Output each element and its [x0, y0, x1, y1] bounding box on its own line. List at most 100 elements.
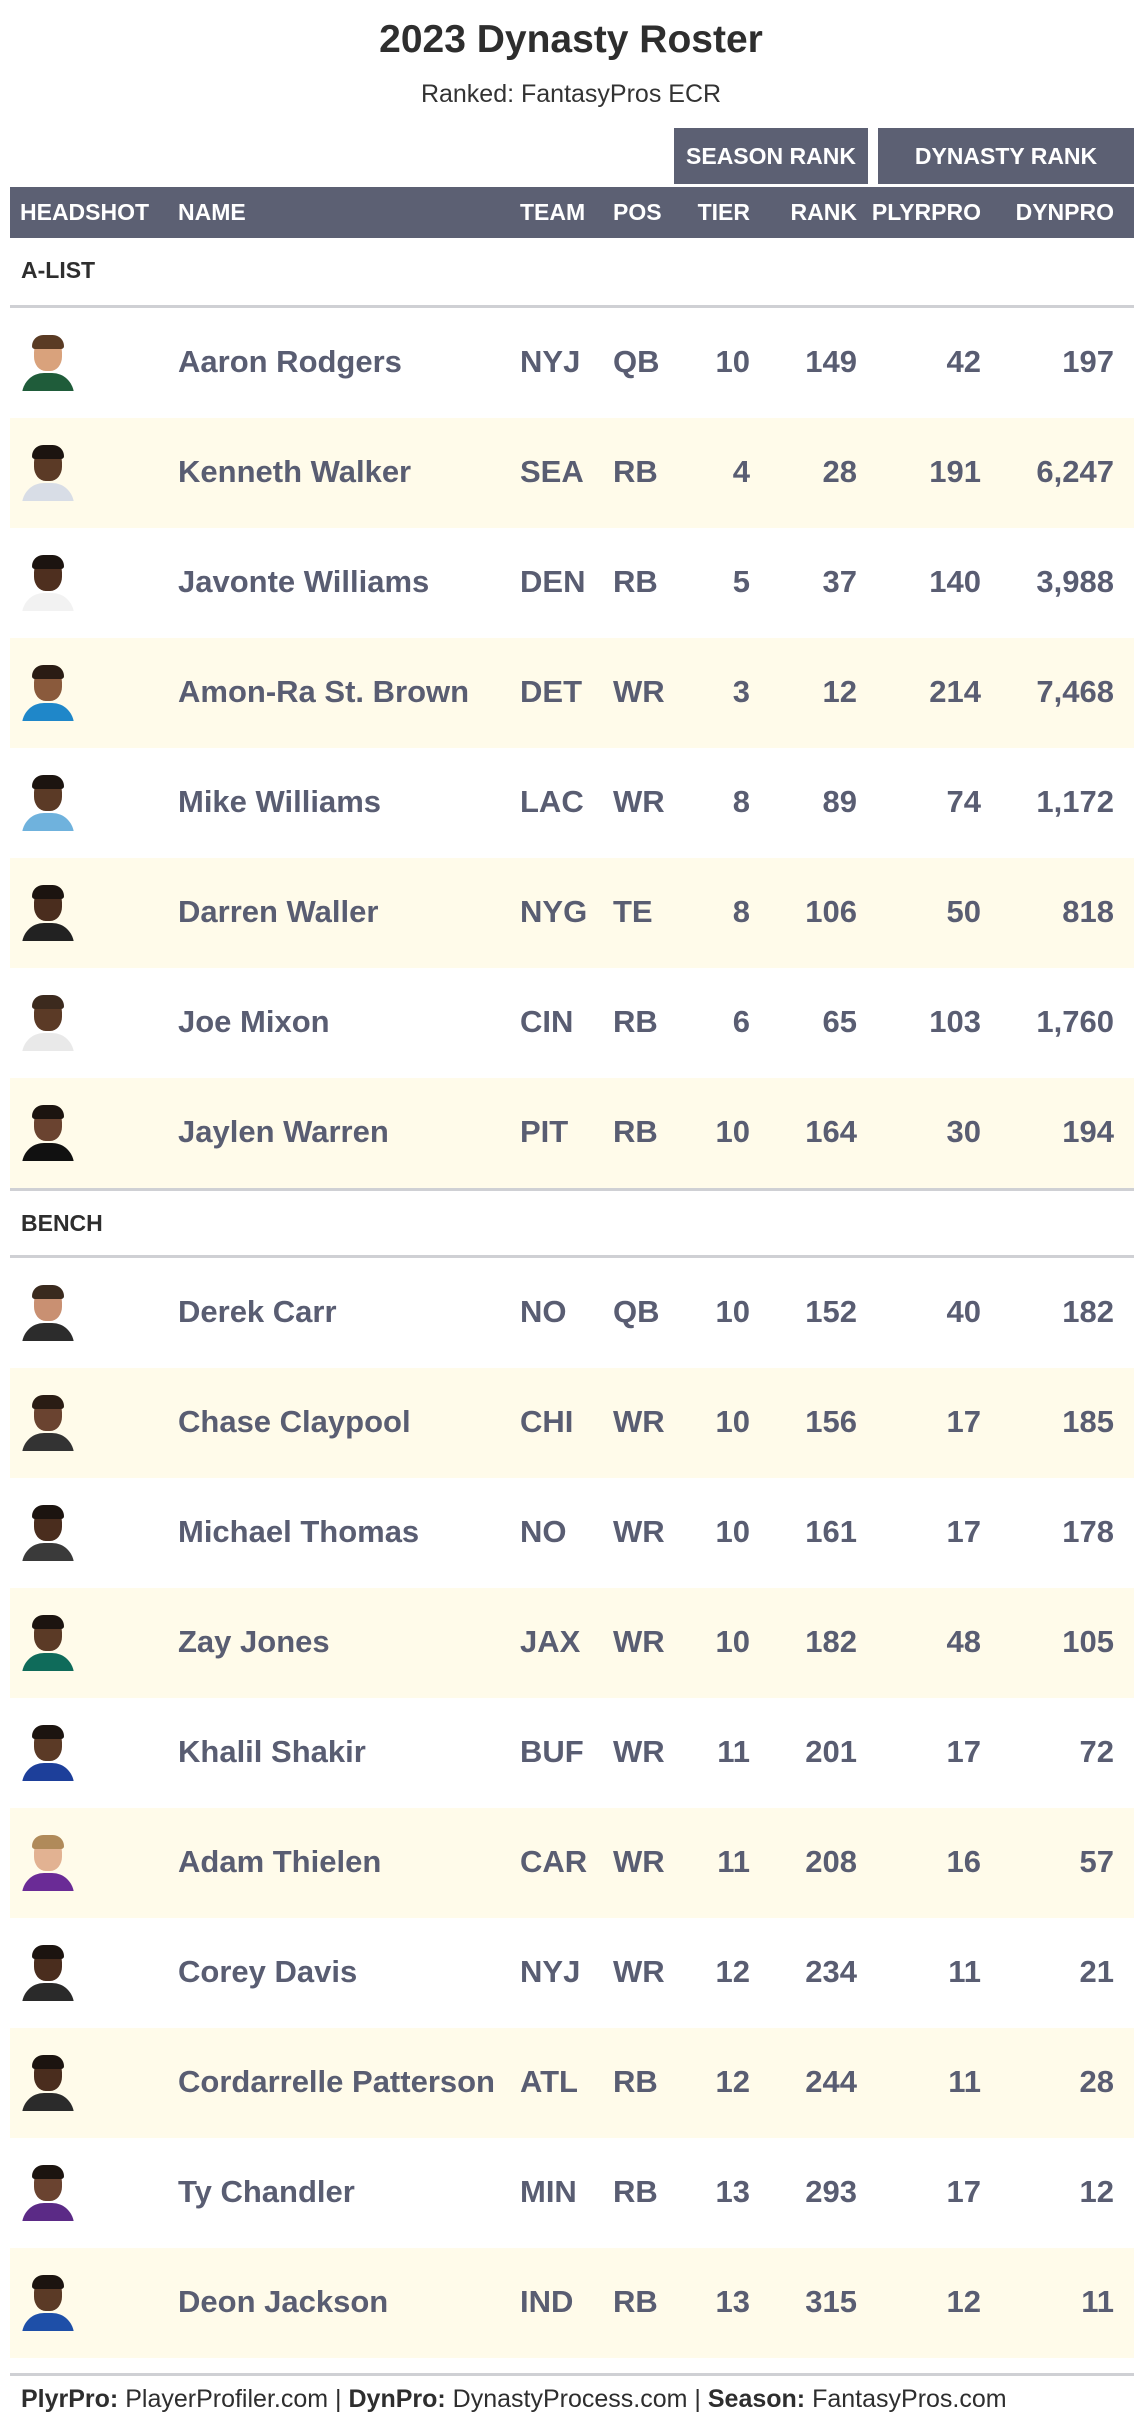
player-team: LAC	[520, 784, 584, 819]
table-row: Joe Mixon CIN RB 6 65 103 1,760	[10, 968, 1134, 1078]
table-row: Michael Thomas NO WR 10 161 17 178	[10, 1478, 1134, 1588]
dynpro-value: 178	[1062, 1514, 1114, 1549]
table-row: Mike Williams LAC WR 8 89 74 1,172	[10, 748, 1134, 858]
plyrpro-value: 50	[946, 894, 981, 929]
season-rank: 164	[805, 1114, 857, 1149]
dynpro-value: 818	[1062, 894, 1114, 929]
season-tier: 12	[715, 2064, 750, 2099]
dynpro-value: 182	[1062, 1294, 1114, 1329]
table-row: Javonte Williams DEN RB 5 37 140 3,988	[10, 528, 1134, 638]
dynpro-value: 21	[1079, 1954, 1114, 1989]
dynpro-value: 197	[1062, 344, 1114, 379]
player-pos: QB	[613, 344, 660, 379]
dynasty-rank-group-header: DYNASTY RANK	[878, 128, 1134, 184]
player-pos: RB	[613, 2284, 658, 2319]
player-name: Corey Davis	[178, 1954, 358, 1989]
section-label: A-LIST	[21, 257, 96, 283]
player-headshot	[20, 1395, 76, 1451]
player-pos: WR	[613, 674, 665, 709]
table-row: Adam Thielen CAR WR 11 208 16 57	[10, 1808, 1134, 1918]
plyrpro-value: 42	[946, 344, 981, 379]
table-row: Kenneth Walker SEA RB 4 28 191 6,247	[10, 418, 1134, 528]
season-tier: 13	[715, 2174, 750, 2209]
footer-season-label: Season:	[707, 2385, 806, 2413]
header-headshot: HEADSHOT	[20, 199, 150, 225]
player-pos: RB	[613, 1004, 658, 1039]
plyrpro-value: 30	[946, 1114, 981, 1149]
player-headshot	[20, 2165, 76, 2221]
dynpro-value: 3,988	[1036, 564, 1114, 599]
player-team: NYJ	[520, 1954, 581, 1989]
plyrpro-value: 17	[946, 2174, 981, 2209]
player-name: Joe Mixon	[178, 1004, 330, 1039]
season-rank: 234	[805, 1954, 857, 1989]
dynpro-value: 72	[1079, 1734, 1114, 1769]
player-name: Adam Thielen	[178, 1844, 382, 1879]
season-tier: 13	[715, 2284, 750, 2319]
player-team: NYJ	[520, 344, 581, 379]
section-header-a-list: A-LIST	[10, 238, 1134, 308]
player-pos: WR	[613, 1954, 665, 1989]
plyrpro-value: 17	[946, 1404, 981, 1439]
player-name: Jaylen Warren	[178, 1114, 389, 1149]
footer-plyrpro-label: PlyrPro:	[21, 2385, 119, 2413]
table-row: Zay Jones JAX WR 10 182 48 105	[10, 1588, 1134, 1698]
player-pos: RB	[613, 2174, 658, 2209]
dynpro-value: 12	[1079, 2174, 1114, 2209]
season-tier: 10	[715, 1514, 750, 1549]
player-name: Amon-Ra St. Brown	[178, 674, 470, 709]
player-team: NO	[520, 1294, 567, 1329]
plyrpro-value: 74	[946, 784, 981, 819]
season-tier: 10	[715, 1404, 750, 1439]
page-subtitle: Ranked: FantasyPros ECR	[420, 80, 722, 108]
player-pos: WR	[613, 784, 665, 819]
player-team: IND	[520, 2284, 574, 2319]
table-row: Darren Waller NYG TE 8 106 50 818	[10, 858, 1134, 968]
season-rank: 315	[805, 2284, 857, 2319]
season-tier: 10	[715, 1294, 750, 1329]
plyrpro-value: 16	[946, 1844, 981, 1879]
header-rank: RANK	[790, 199, 857, 225]
plyrpro-value: 140	[929, 564, 981, 599]
player-name: Aaron Rodgers	[178, 344, 402, 379]
player-headshot	[20, 2275, 76, 2331]
plyrpro-value: 11	[948, 1954, 981, 1989]
season-rank: 28	[822, 454, 857, 489]
dynpro-value: 1,172	[1036, 784, 1114, 819]
player-headshot	[20, 995, 76, 1051]
player-headshot	[20, 1945, 76, 2001]
player-name: Michael Thomas	[178, 1514, 420, 1549]
player-pos: TE	[613, 894, 653, 929]
table-row: Aaron Rodgers NYJ QB 10 149 42 197	[10, 308, 1134, 418]
header-name: NAME	[178, 199, 246, 225]
player-name: Deon Jackson	[178, 2284, 389, 2319]
dynpro-value: 11	[1081, 2284, 1114, 2319]
player-team: BUF	[520, 1734, 584, 1769]
season-tier: 6	[732, 1004, 750, 1039]
player-team: DEN	[520, 564, 586, 599]
player-pos: RB	[613, 454, 658, 489]
table-row: Khalil Shakir BUF WR 11 201 17 72	[10, 1698, 1134, 1808]
player-team: ATL	[520, 2064, 578, 2099]
player-team: JAX	[520, 1624, 581, 1659]
table-row: Chase Claypool CHI WR 10 156 17 185	[10, 1368, 1134, 1478]
season-tier: 8	[732, 784, 750, 819]
player-team: CHI	[520, 1404, 574, 1439]
footer-season-source: FantasyPros.com	[812, 2385, 1007, 2413]
season-rank: 37	[822, 564, 857, 599]
season-rank: 12	[822, 674, 857, 709]
player-pos: RB	[613, 1114, 658, 1149]
season-tier: 10	[715, 1624, 750, 1659]
season-rank-group-header: SEASON RANK	[674, 128, 868, 184]
footer-dynpro-source: DynastyProcess.com	[452, 2385, 688, 2413]
player-pos: WR	[613, 1844, 665, 1879]
table-row: Amon-Ra St. Brown DET WR 3 12 214 7,468	[10, 638, 1134, 748]
player-name: Darren Waller	[178, 894, 379, 929]
plyrpro-value: 40	[946, 1294, 981, 1329]
player-team: PIT	[520, 1114, 569, 1149]
player-team: SEA	[520, 454, 584, 489]
player-name: Javonte Williams	[178, 564, 430, 599]
player-pos: WR	[613, 1734, 665, 1769]
season-tier: 8	[732, 894, 750, 929]
table-row: Deon Jackson IND RB 13 315 12 11	[10, 2248, 1134, 2358]
